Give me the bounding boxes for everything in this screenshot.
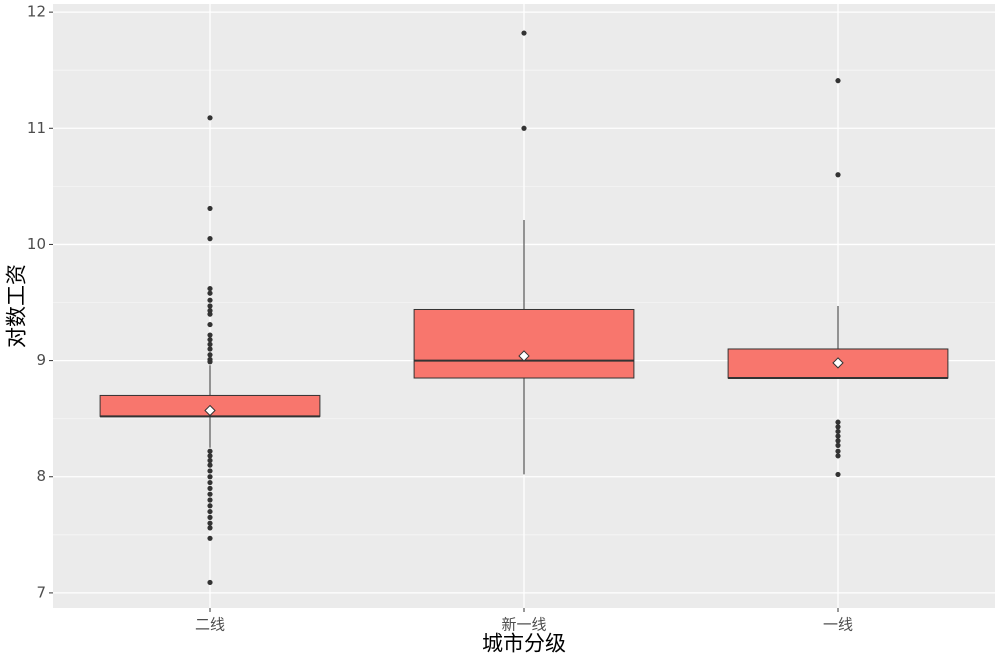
y-tick-label: 12 [27, 3, 46, 21]
y-tick-label: 10 [27, 235, 46, 253]
outlier [521, 125, 527, 131]
outlier [835, 78, 841, 84]
x-axis-title: 城市分级 [482, 632, 566, 656]
outlier [207, 520, 213, 526]
x-tick-label: 二线 [195, 616, 225, 634]
outlier [835, 428, 841, 435]
outlier [207, 346, 213, 352]
outlier [207, 491, 213, 497]
outlier [207, 337, 213, 343]
outlier [207, 115, 213, 121]
x-tick-label: 一线 [823, 616, 853, 634]
outlier [207, 579, 213, 586]
outlier [207, 508, 213, 515]
outlier [207, 457, 213, 464]
outlier [207, 321, 213, 328]
outlier [835, 448, 841, 454]
outlier [207, 448, 213, 454]
outlier [207, 297, 213, 303]
y-tick-label: 9 [36, 351, 46, 369]
outlier [835, 172, 841, 178]
outlier [207, 462, 213, 468]
outlier [207, 535, 213, 541]
outlier [207, 341, 213, 347]
outlier [835, 471, 841, 478]
outlier [207, 468, 213, 474]
mean-marker [518, 350, 530, 362]
outlier [207, 311, 213, 317]
outlier [207, 205, 213, 212]
outlier [207, 236, 213, 242]
outlier [207, 332, 213, 338]
outlier [207, 453, 213, 459]
x-tick-label: 新一线 [501, 616, 546, 634]
outlier [207, 525, 213, 531]
y-tick-label: 7 [36, 583, 46, 601]
outlier [835, 453, 841, 459]
outlier [207, 479, 213, 486]
outlier [207, 359, 213, 365]
outlier [207, 290, 213, 296]
outlier [835, 424, 841, 430]
y-tick-label: 11 [27, 119, 46, 137]
y-tick-label: 8 [36, 467, 46, 485]
outlier [207, 497, 213, 503]
outlier [835, 419, 841, 425]
outlier [835, 442, 841, 448]
box [413, 308, 635, 379]
outlier [521, 30, 527, 36]
mean-marker [204, 404, 216, 417]
outlier [207, 285, 213, 292]
outlier [207, 514, 213, 521]
mean-marker [832, 357, 844, 369]
outlier [835, 438, 841, 444]
y-axis-title: 对数工资 [5, 264, 29, 348]
outlier [835, 433, 841, 439]
outlier [207, 352, 213, 358]
outlier [207, 474, 213, 480]
outlier [207, 485, 213, 491]
outlier [207, 303, 213, 309]
outlier [207, 503, 213, 509]
